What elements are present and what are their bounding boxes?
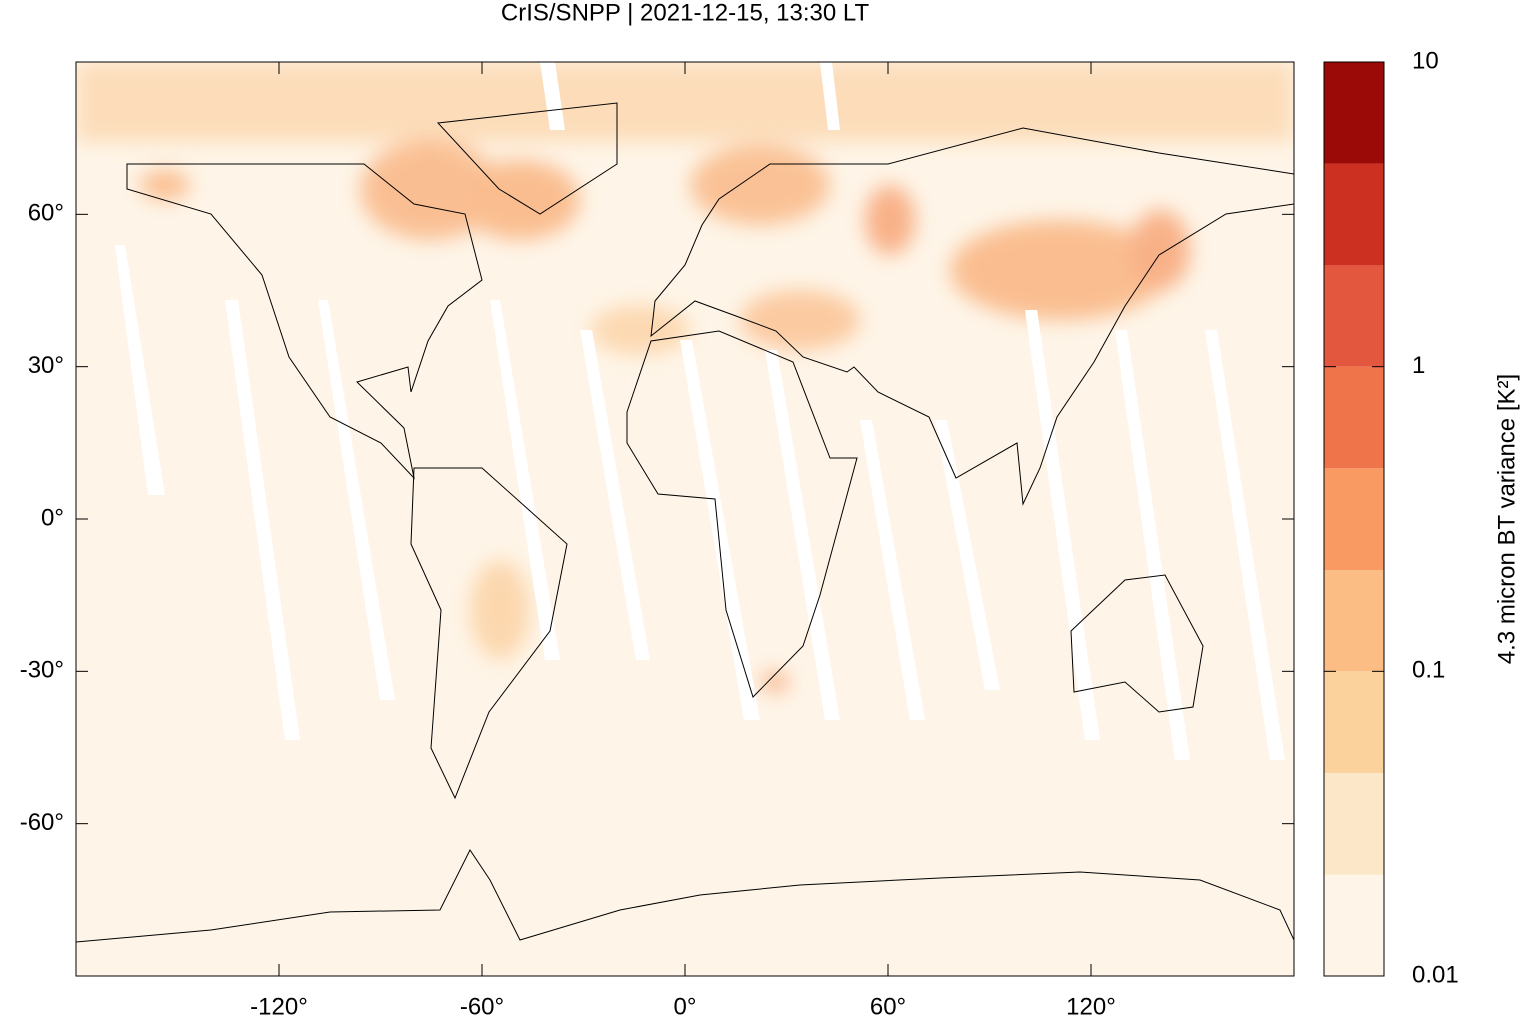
x-tick-label: 60° <box>870 993 906 1020</box>
heat-blobs <box>76 62 1294 692</box>
colorbar-tick-label: 0.1 <box>1412 657 1445 684</box>
colorbar-band <box>1324 772 1384 875</box>
colorbar-tick-label: 0.01 <box>1412 961 1459 988</box>
y-tick-label: -60° <box>20 809 64 836</box>
colorbar-band <box>1324 570 1384 672</box>
x-tick-label: 0° <box>674 993 697 1020</box>
colorbar-band <box>1324 62 1384 164</box>
colorbar-tick-label: 10 <box>1412 47 1439 74</box>
x-tick-label: -60° <box>460 993 504 1020</box>
y-tick-label: -30° <box>20 657 64 684</box>
y-tick-label: 0° <box>41 504 64 531</box>
x-tick-label: 120° <box>1066 993 1116 1020</box>
colorbar-band <box>1324 671 1384 773</box>
colorbar-band <box>1324 366 1384 469</box>
colorbar-label: 4.3 micron BT variance [K²] <box>1493 374 1520 664</box>
coastlines <box>76 102 1294 943</box>
colorbar-band <box>1324 874 1384 976</box>
colorbar-band <box>1324 265 1384 367</box>
data-gaps <box>115 62 1285 760</box>
colorbar-band <box>1324 468 1384 571</box>
colorbar <box>1324 62 1384 976</box>
x-tick-label: -120° <box>250 993 308 1020</box>
colorbar-band <box>1324 163 1384 266</box>
map-layer <box>76 62 1294 976</box>
y-tick-label: 30° <box>28 352 64 379</box>
map-background <box>76 62 1294 976</box>
title: CrIS/SNPP | 2021-12-15, 13:30 LT <box>501 0 870 26</box>
y-tick-label: 60° <box>28 200 64 227</box>
colorbar-frame <box>1323 61 1385 977</box>
colorbar-tick-label: 1 <box>1412 352 1425 379</box>
